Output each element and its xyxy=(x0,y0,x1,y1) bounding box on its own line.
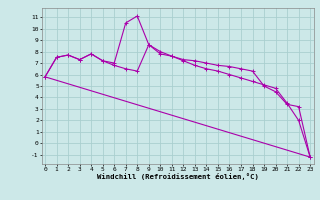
X-axis label: Windchill (Refroidissement éolien,°C): Windchill (Refroidissement éolien,°C) xyxy=(97,173,259,180)
